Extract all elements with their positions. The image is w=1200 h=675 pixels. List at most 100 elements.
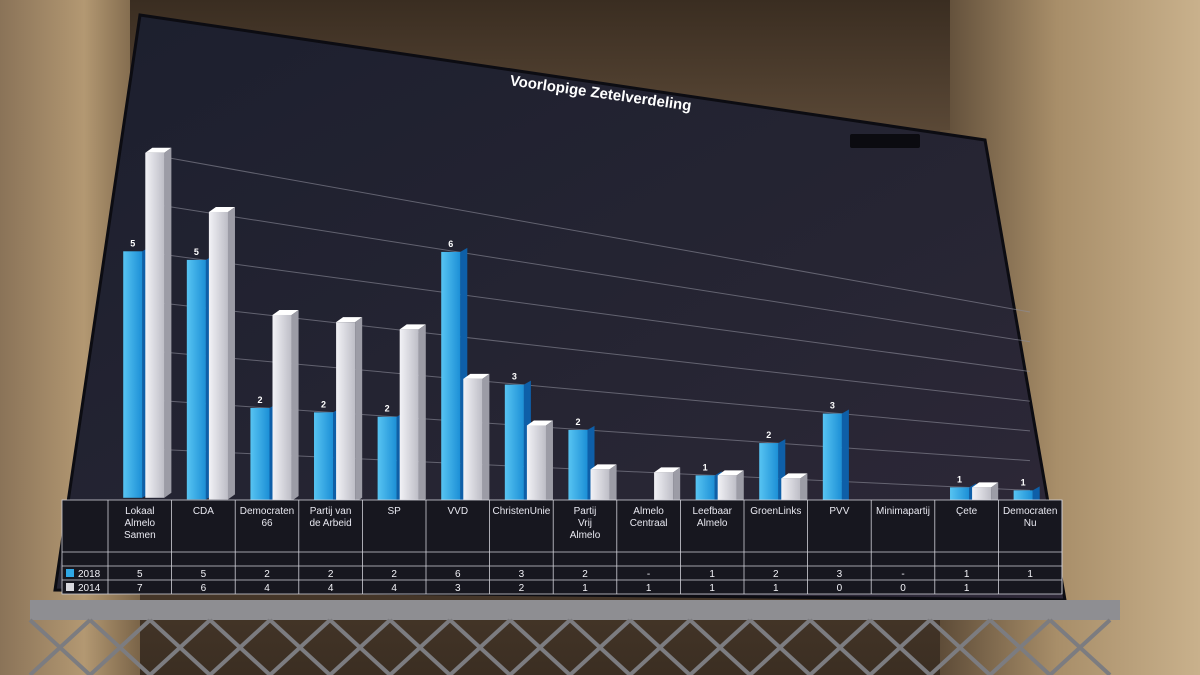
- category-label: Partij Vrij Almelo: [570, 506, 601, 541]
- bars: 5 5 2 2 2 6 3 2 1 2 3 1 1: [123, 147, 1040, 521]
- bar-2018: [186, 259, 206, 500]
- table-cell-2014: 1: [773, 583, 779, 594]
- category-label: Democraten Nu: [1003, 506, 1057, 529]
- bar-2018: [568, 429, 588, 509]
- category-label: VVD: [448, 506, 469, 517]
- table-cell-2018: 2: [773, 569, 779, 580]
- bar-2014: [463, 378, 483, 506]
- bar-2014-top: [590, 464, 617, 470]
- gridline: [149, 252, 1031, 372]
- truss-brace: [388, 618, 452, 675]
- legend-swatch-2014: [66, 583, 74, 591]
- bar-2014: [336, 322, 356, 503]
- table-cell-2014: 3: [455, 583, 461, 594]
- category-label: CDA: [193, 506, 214, 517]
- gridline: [149, 154, 1031, 313]
- truss-brace: [1048, 618, 1112, 675]
- table-cell-2014: 1: [964, 583, 970, 594]
- truss-brace: [328, 618, 392, 675]
- category-label: Çete: [956, 506, 978, 517]
- category-label: Minimapartij: [876, 506, 930, 517]
- bar-2014-side: [291, 309, 299, 501]
- category-label: SP: [388, 506, 402, 517]
- bar-2014: [272, 314, 292, 501]
- bar-2014: [526, 425, 546, 508]
- table-cell-2014: 4: [328, 583, 334, 594]
- truss-brace: [868, 618, 932, 675]
- legend-label-2014: 2014: [78, 583, 101, 594]
- bar-2014-top: [781, 473, 808, 479]
- bar-2018: [759, 443, 779, 514]
- bar-2018: [377, 416, 397, 505]
- bar-2018: [441, 251, 461, 506]
- truss-brace: [628, 618, 692, 675]
- table-cell-2018: 5: [137, 569, 143, 580]
- table-cell-2018: 3: [837, 569, 843, 580]
- table-cell-2018: 3: [519, 569, 525, 580]
- data-label-2018: 2: [575, 417, 580, 427]
- data-label-2018: 5: [194, 247, 199, 257]
- bar-2014-side: [482, 373, 490, 506]
- bar-2018: [314, 412, 334, 503]
- data-label-2018: 1: [1021, 477, 1026, 487]
- data-label-2018: 1: [703, 462, 708, 472]
- category-label: Lokaal Almelo Samen: [124, 506, 156, 541]
- category-label: Partij van de Arbeid: [309, 506, 351, 529]
- truss-brace: [28, 618, 92, 675]
- category-label: PVV: [829, 506, 849, 517]
- data-label-2018: 2: [766, 430, 771, 440]
- legend-swatch-2018: [66, 569, 74, 577]
- bar-2014-side: [227, 206, 235, 500]
- table-cell-2014: 0: [837, 583, 843, 594]
- data-label-2018: 5: [130, 238, 135, 248]
- table-cell-2018: 2: [582, 569, 588, 580]
- truss-brace: [748, 618, 812, 675]
- truss-brace: [568, 618, 632, 675]
- truss-brace: [988, 618, 1052, 675]
- table-cell-2014: 6: [201, 583, 207, 594]
- table-cell-2018: 1: [964, 569, 970, 580]
- table-cell-2014: 1: [646, 583, 652, 594]
- table-cell-2018: 2: [264, 569, 270, 580]
- data-label-2018: 2: [321, 399, 326, 409]
- table-cell-2018: 1: [709, 569, 715, 580]
- category-label: Democraten 66: [240, 506, 294, 529]
- bar-2014-top: [654, 467, 681, 473]
- truss-brace: [148, 618, 212, 675]
- table-cell-2018: 2: [328, 569, 334, 580]
- bar-2014-top: [272, 309, 299, 315]
- category-label: ChristenUnie: [492, 506, 550, 517]
- category-label: Almelo Centraal: [630, 506, 668, 529]
- bar-2014-top: [336, 317, 363, 323]
- truss-brace: [688, 618, 752, 675]
- bar-2014-top: [145, 147, 172, 153]
- truss-brace: [208, 618, 272, 675]
- table-cell-2014: 4: [264, 583, 270, 594]
- bar-2014-top: [717, 470, 744, 476]
- table-cell-2014: 4: [391, 583, 397, 594]
- data-label-2018: 2: [385, 404, 390, 414]
- table-cell-2014: 1: [709, 583, 715, 594]
- bar-2014-side: [355, 317, 363, 503]
- gridline: [149, 203, 1031, 343]
- data-label-2018: 1: [957, 474, 962, 484]
- bar-2014-top: [526, 420, 553, 426]
- data-label-2018: 3: [512, 372, 517, 382]
- data-label-2018: 3: [830, 401, 835, 411]
- bar-2014-side: [164, 147, 172, 498]
- bar-2018: [822, 413, 842, 516]
- table-cell-2018: 5: [201, 569, 207, 580]
- screen-indicator: [850, 134, 920, 148]
- bar-2014: [590, 469, 610, 509]
- bar-2014-top: [208, 206, 235, 212]
- data-label-2018: 2: [257, 395, 262, 405]
- table-cell-2014: 1: [582, 583, 588, 594]
- table-cell-2018: 1: [1027, 569, 1033, 580]
- truss-brace: [928, 618, 992, 675]
- table-cell-2018: 6: [455, 569, 461, 580]
- bar-2018: [123, 251, 143, 498]
- table-cell-2018: 2: [391, 569, 397, 580]
